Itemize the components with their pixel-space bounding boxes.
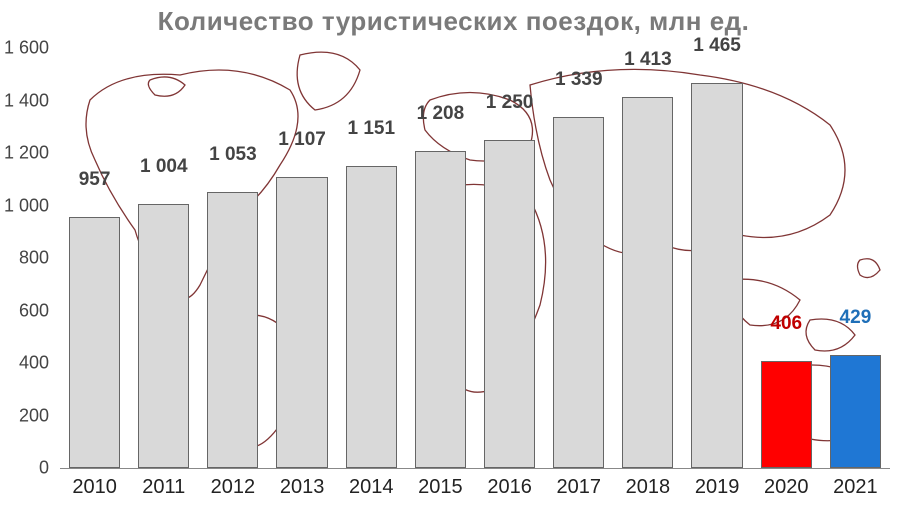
x-tick-label: 2021 bbox=[833, 476, 878, 499]
x-tick-label: 2015 bbox=[418, 476, 463, 499]
bar bbox=[138, 204, 189, 468]
bar bbox=[276, 177, 327, 468]
x-tick-label: 2010 bbox=[72, 476, 117, 499]
x-tick-label: 2016 bbox=[487, 476, 532, 499]
y-tick-label: 0 bbox=[39, 458, 49, 479]
bar bbox=[553, 117, 604, 468]
bar bbox=[761, 361, 812, 468]
y-tick-label: 400 bbox=[19, 353, 49, 374]
bar-value-label: 1 107 bbox=[278, 129, 326, 151]
bar bbox=[484, 140, 535, 468]
bar bbox=[415, 151, 466, 468]
y-tick-label: 600 bbox=[19, 300, 49, 321]
bar-value-label: 1 465 bbox=[693, 35, 741, 57]
bar-value-label: 1 151 bbox=[347, 118, 395, 140]
bar bbox=[691, 83, 742, 468]
bar bbox=[69, 217, 120, 468]
bar-value-label: 957 bbox=[79, 169, 111, 191]
x-tick-label: 2014 bbox=[349, 476, 394, 499]
bar bbox=[207, 192, 258, 468]
x-tick-label: 2017 bbox=[557, 476, 602, 499]
x-tick-label: 2011 bbox=[142, 476, 185, 499]
y-tick-label: 1 600 bbox=[4, 38, 49, 59]
chart-title: Количество туристических поездок, млн ед… bbox=[0, 6, 907, 37]
bar bbox=[346, 166, 397, 468]
bar-value-label: 1 339 bbox=[555, 69, 603, 91]
bars-region: 957 1 004 1 053 1 107 1 151 1 208 1 250 1 339 1 … bbox=[60, 48, 890, 468]
y-tick-label: 1 000 bbox=[4, 195, 49, 216]
y-tick-label: 800 bbox=[19, 248, 49, 269]
x-tick-label: 2020 bbox=[764, 476, 809, 499]
bar bbox=[622, 97, 673, 468]
x-tick-label: 2018 bbox=[626, 476, 671, 499]
y-tick-label: 1 200 bbox=[4, 143, 49, 164]
bar-value-label: 1 250 bbox=[486, 92, 534, 114]
x-tick-label: 2013 bbox=[280, 476, 325, 499]
y-tick-label: 1 400 bbox=[4, 90, 49, 111]
x-tick-label: 2012 bbox=[211, 476, 256, 499]
y-tick-label: 200 bbox=[19, 405, 49, 426]
bar-value-label: 1 208 bbox=[417, 103, 465, 125]
bar-value-label: 429 bbox=[840, 307, 872, 329]
x-axis-line bbox=[60, 468, 890, 469]
x-tick-label: 2019 bbox=[695, 476, 740, 499]
bar-value-label: 406 bbox=[770, 313, 802, 335]
x-axis: 2010 2011 2012 2013 2014 2015 2016 2017 2018 2019… bbox=[60, 472, 890, 502]
bar-value-label: 1 004 bbox=[140, 156, 188, 178]
bar bbox=[830, 355, 881, 468]
bar-value-label: 1 413 bbox=[624, 49, 672, 71]
chart-container: Количество туристических поездок, млн ед… bbox=[0, 0, 907, 511]
y-axis: 02004006008001 0001 2001 4001 600 bbox=[0, 48, 55, 468]
bar-value-label: 1 053 bbox=[209, 144, 257, 166]
